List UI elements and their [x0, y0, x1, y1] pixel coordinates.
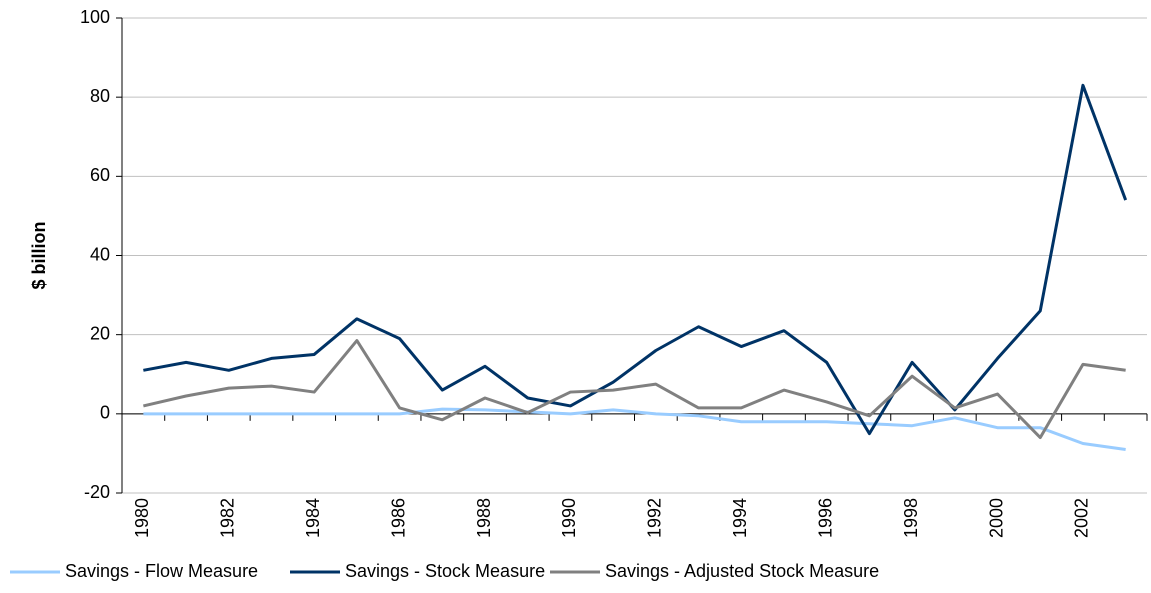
legend-label: Savings - Adjusted Stock Measure [605, 561, 879, 581]
x-tick-label: 1990 [559, 498, 579, 538]
y-tick-label: 80 [90, 86, 110, 106]
y-tick-label: 60 [90, 165, 110, 185]
y-tick-label: 0 [100, 403, 110, 423]
x-tick-label: 1998 [901, 498, 921, 538]
x-tick-label: 1980 [132, 498, 152, 538]
x-tick-label: 1986 [388, 498, 408, 538]
x-tick-label: 2002 [1072, 498, 1092, 538]
y-tick-label: 40 [90, 244, 110, 264]
series-line [143, 339, 1126, 440]
y-axis-label: $ billion [29, 221, 49, 289]
x-tick-label: 1984 [303, 498, 323, 538]
x-tick-label: 1992 [645, 498, 665, 538]
x-tick-label: 2000 [986, 498, 1006, 538]
y-tick-label: 20 [90, 323, 110, 343]
series-line [143, 83, 1128, 436]
x-tick-label: 1994 [730, 498, 750, 538]
x-tick-label: 1996 [815, 498, 835, 538]
x-tick-label: 1988 [474, 498, 494, 538]
y-tick-label: -20 [84, 482, 110, 502]
x-tick-label: 1982 [218, 498, 238, 538]
legend-label: Savings - Flow Measure [65, 561, 258, 581]
y-tick-label: 100 [80, 7, 110, 27]
legend-label: Savings - Stock Measure [345, 561, 545, 581]
series-line [143, 407, 1126, 451]
